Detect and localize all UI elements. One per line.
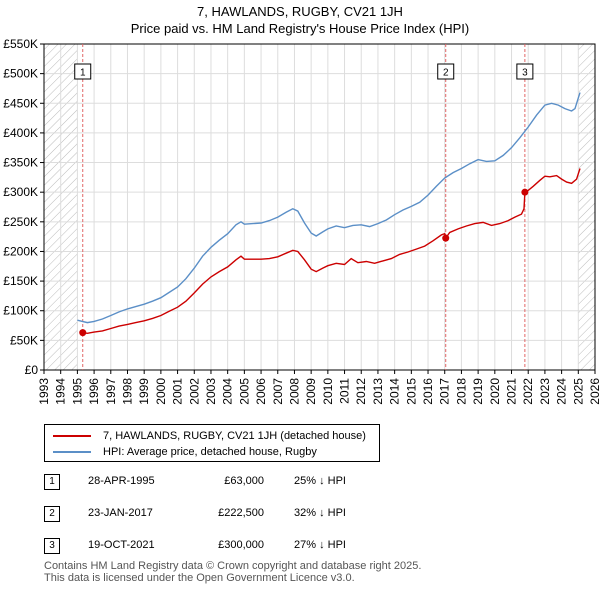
x-tick-label: 1998 [120,378,134,405]
legend-item-hpi: HPI: Average price, detached house, Rugb… [53,444,317,460]
x-tick-label: 2012 [354,378,368,405]
price-paid-line [82,168,581,335]
y-tick-label: £0 [25,363,39,377]
x-tick-label: 2026 [588,378,600,405]
transaction-date: 23-JAN-2017 [88,507,153,519]
x-tick-label: 2020 [488,378,502,405]
y-tick-label: £500K [3,67,38,81]
transaction-price: £222,500 [218,507,264,519]
transaction-hpi: 32% ↓ HPI [294,507,346,519]
x-tick-label: 2003 [204,378,218,405]
table-row: 1 28-APR-1995 £63,000 25% ↓ HPI [44,474,404,492]
x-tick-label: 1994 [54,378,68,405]
y-tick-label: £400K [3,126,38,140]
table-row: 3 19-OCT-2021 £300,000 27% ↓ HPI [44,538,404,556]
x-tick-label: 2002 [187,378,201,405]
transaction-badge: 1 [44,474,60,490]
x-tick-label: 2007 [271,378,285,405]
chart-title: 7, HAWLANDS, RUGBY, CV21 1JH [197,4,403,19]
x-tick-label: 2004 [221,378,235,405]
transaction-label-box [516,63,534,80]
transaction-price: £63,000 [224,475,264,487]
y-tick-label: £150K [3,274,38,288]
plot-frame [43,43,596,371]
x-tick-label: 1995 [70,378,84,405]
x-tick-label: 2016 [421,378,435,405]
transaction-hpi: 27% ↓ HPI [294,539,346,551]
footer-licence: This data is licensed under the Open Gov… [44,572,355,584]
x-tick-label: 2008 [287,378,301,405]
transaction-point [521,188,529,196]
transaction-price: £300,000 [218,539,264,551]
chart-subtitle: Price paid vs. HM Land Registry's House … [130,21,470,36]
x-tick-label: 2021 [505,378,519,405]
price-chart: £0 £50K £100K £150K £200K £250K £300K £350K £400… [3,37,600,405]
x-tick-label: 2009 [304,378,318,405]
x-tick-label: 1999 [137,378,151,405]
x-tick-label: 1997 [104,378,118,405]
x-tick-label: 2022 [521,378,535,405]
y-tick-label: £300K [3,185,38,199]
x-tick-label: 2014 [388,378,402,405]
transaction-badge: 3 [44,538,60,554]
x-tick-label: 1996 [87,378,101,405]
y-tick-label: £200K [3,244,38,258]
legend-item-price-paid: 7, HAWLANDS, RUGBY, CV21 1JH (detached h… [53,428,366,444]
y-tick-label: £550K [3,37,38,51]
x-tick-label: 1993 [37,378,51,405]
transaction-date: 28-APR-1995 [88,475,155,487]
legend-label-hpi: HPI: Average price, detached house, Rugb… [103,446,317,458]
x-tick-label: 2010 [321,378,335,405]
transaction-badge: 2 [44,506,60,522]
transaction-label-box [437,63,455,80]
transaction-point [79,329,87,337]
hpi-line [77,92,581,324]
legend-swatch-blue [53,451,91,453]
hatch-region-right [578,44,595,370]
y-tick-label: £100K [3,304,38,318]
x-tick-label: 2011 [338,378,352,404]
x-tick-label: 2001 [171,378,185,405]
x-tick-label: 2018 [454,378,468,405]
x-tick-label: 2015 [404,378,418,405]
transaction-point [442,234,450,242]
y-tick-label: £50K [10,333,38,347]
y-tick-label: £250K [3,215,38,229]
footer-copyright: Contains HM Land Registry data © Crown c… [44,560,422,572]
x-tick-label: 2017 [438,378,452,405]
table-row: 2 23-JAN-2017 £222,500 32% ↓ HPI [44,506,404,524]
transaction-label: 2 [443,68,449,79]
transaction-label: 1 [80,68,86,79]
x-tick-label: 2000 [154,378,168,405]
y-tick-label: £450K [3,96,38,110]
x-tick-label: 2023 [538,378,552,405]
x-tick-label: 2019 [471,378,485,405]
x-tick-label: 2006 [254,378,268,405]
x-tick-label: 2025 [571,378,585,405]
x-tick-label: 2013 [371,378,385,405]
footer: Contains HM Land Registry data © Crown c… [44,560,421,584]
transaction-label-box [74,63,92,80]
legend: 7, HAWLANDS, RUGBY, CV21 1JH (detached h… [44,424,380,462]
x-tick-label: 2005 [237,378,251,405]
transaction-date: 19-OCT-2021 [88,539,155,551]
transaction-label: 3 [522,68,528,79]
legend-swatch-red [53,435,91,437]
y-tick-label: £350K [3,156,38,170]
transaction-hpi: 25% ↓ HPI [294,475,346,487]
x-tick-label: 2024 [555,378,569,405]
legend-label-price-paid: 7, HAWLANDS, RUGBY, CV21 1JH (detached h… [103,430,366,442]
